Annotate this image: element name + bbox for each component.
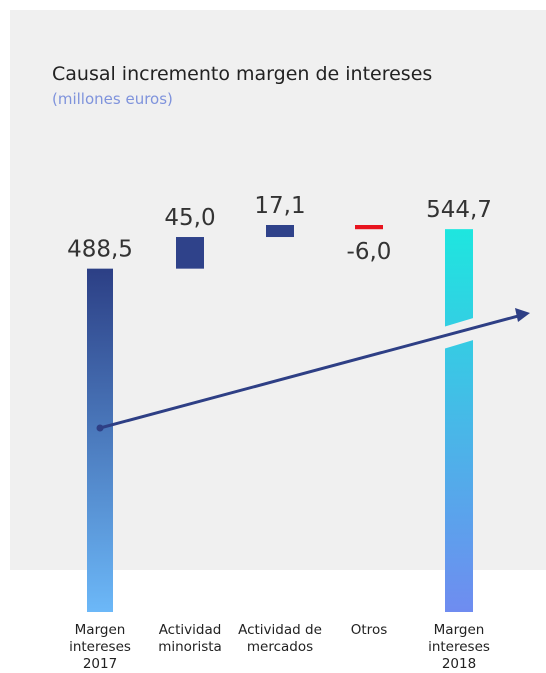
chart-subtitle: (millones euros) — [52, 90, 173, 108]
bar — [355, 225, 383, 230]
chart-title: Causal incremento margen de intereses — [52, 63, 432, 85]
value-label: 544,7 — [426, 197, 492, 223]
value-label: 488,5 — [67, 237, 133, 263]
category-label: Actividad de mercados — [238, 622, 322, 655]
category-label: Margen intereses 2017 — [69, 622, 131, 672]
bar — [176, 237, 204, 269]
arrow-start — [96, 424, 104, 432]
bar — [266, 225, 294, 238]
value-label: -6,0 — [347, 239, 392, 265]
arrow-head — [515, 308, 530, 322]
value-label: 17,1 — [254, 193, 305, 219]
category-label: Otros — [350, 622, 388, 638]
bar — [87, 268, 113, 612]
value-label: 45,0 — [164, 205, 215, 231]
category-label: Actividad minorista — [158, 622, 222, 655]
category-label: Margen intereses 2018 — [428, 622, 490, 672]
trend-arrow — [99, 313, 523, 430]
bar — [445, 229, 473, 613]
